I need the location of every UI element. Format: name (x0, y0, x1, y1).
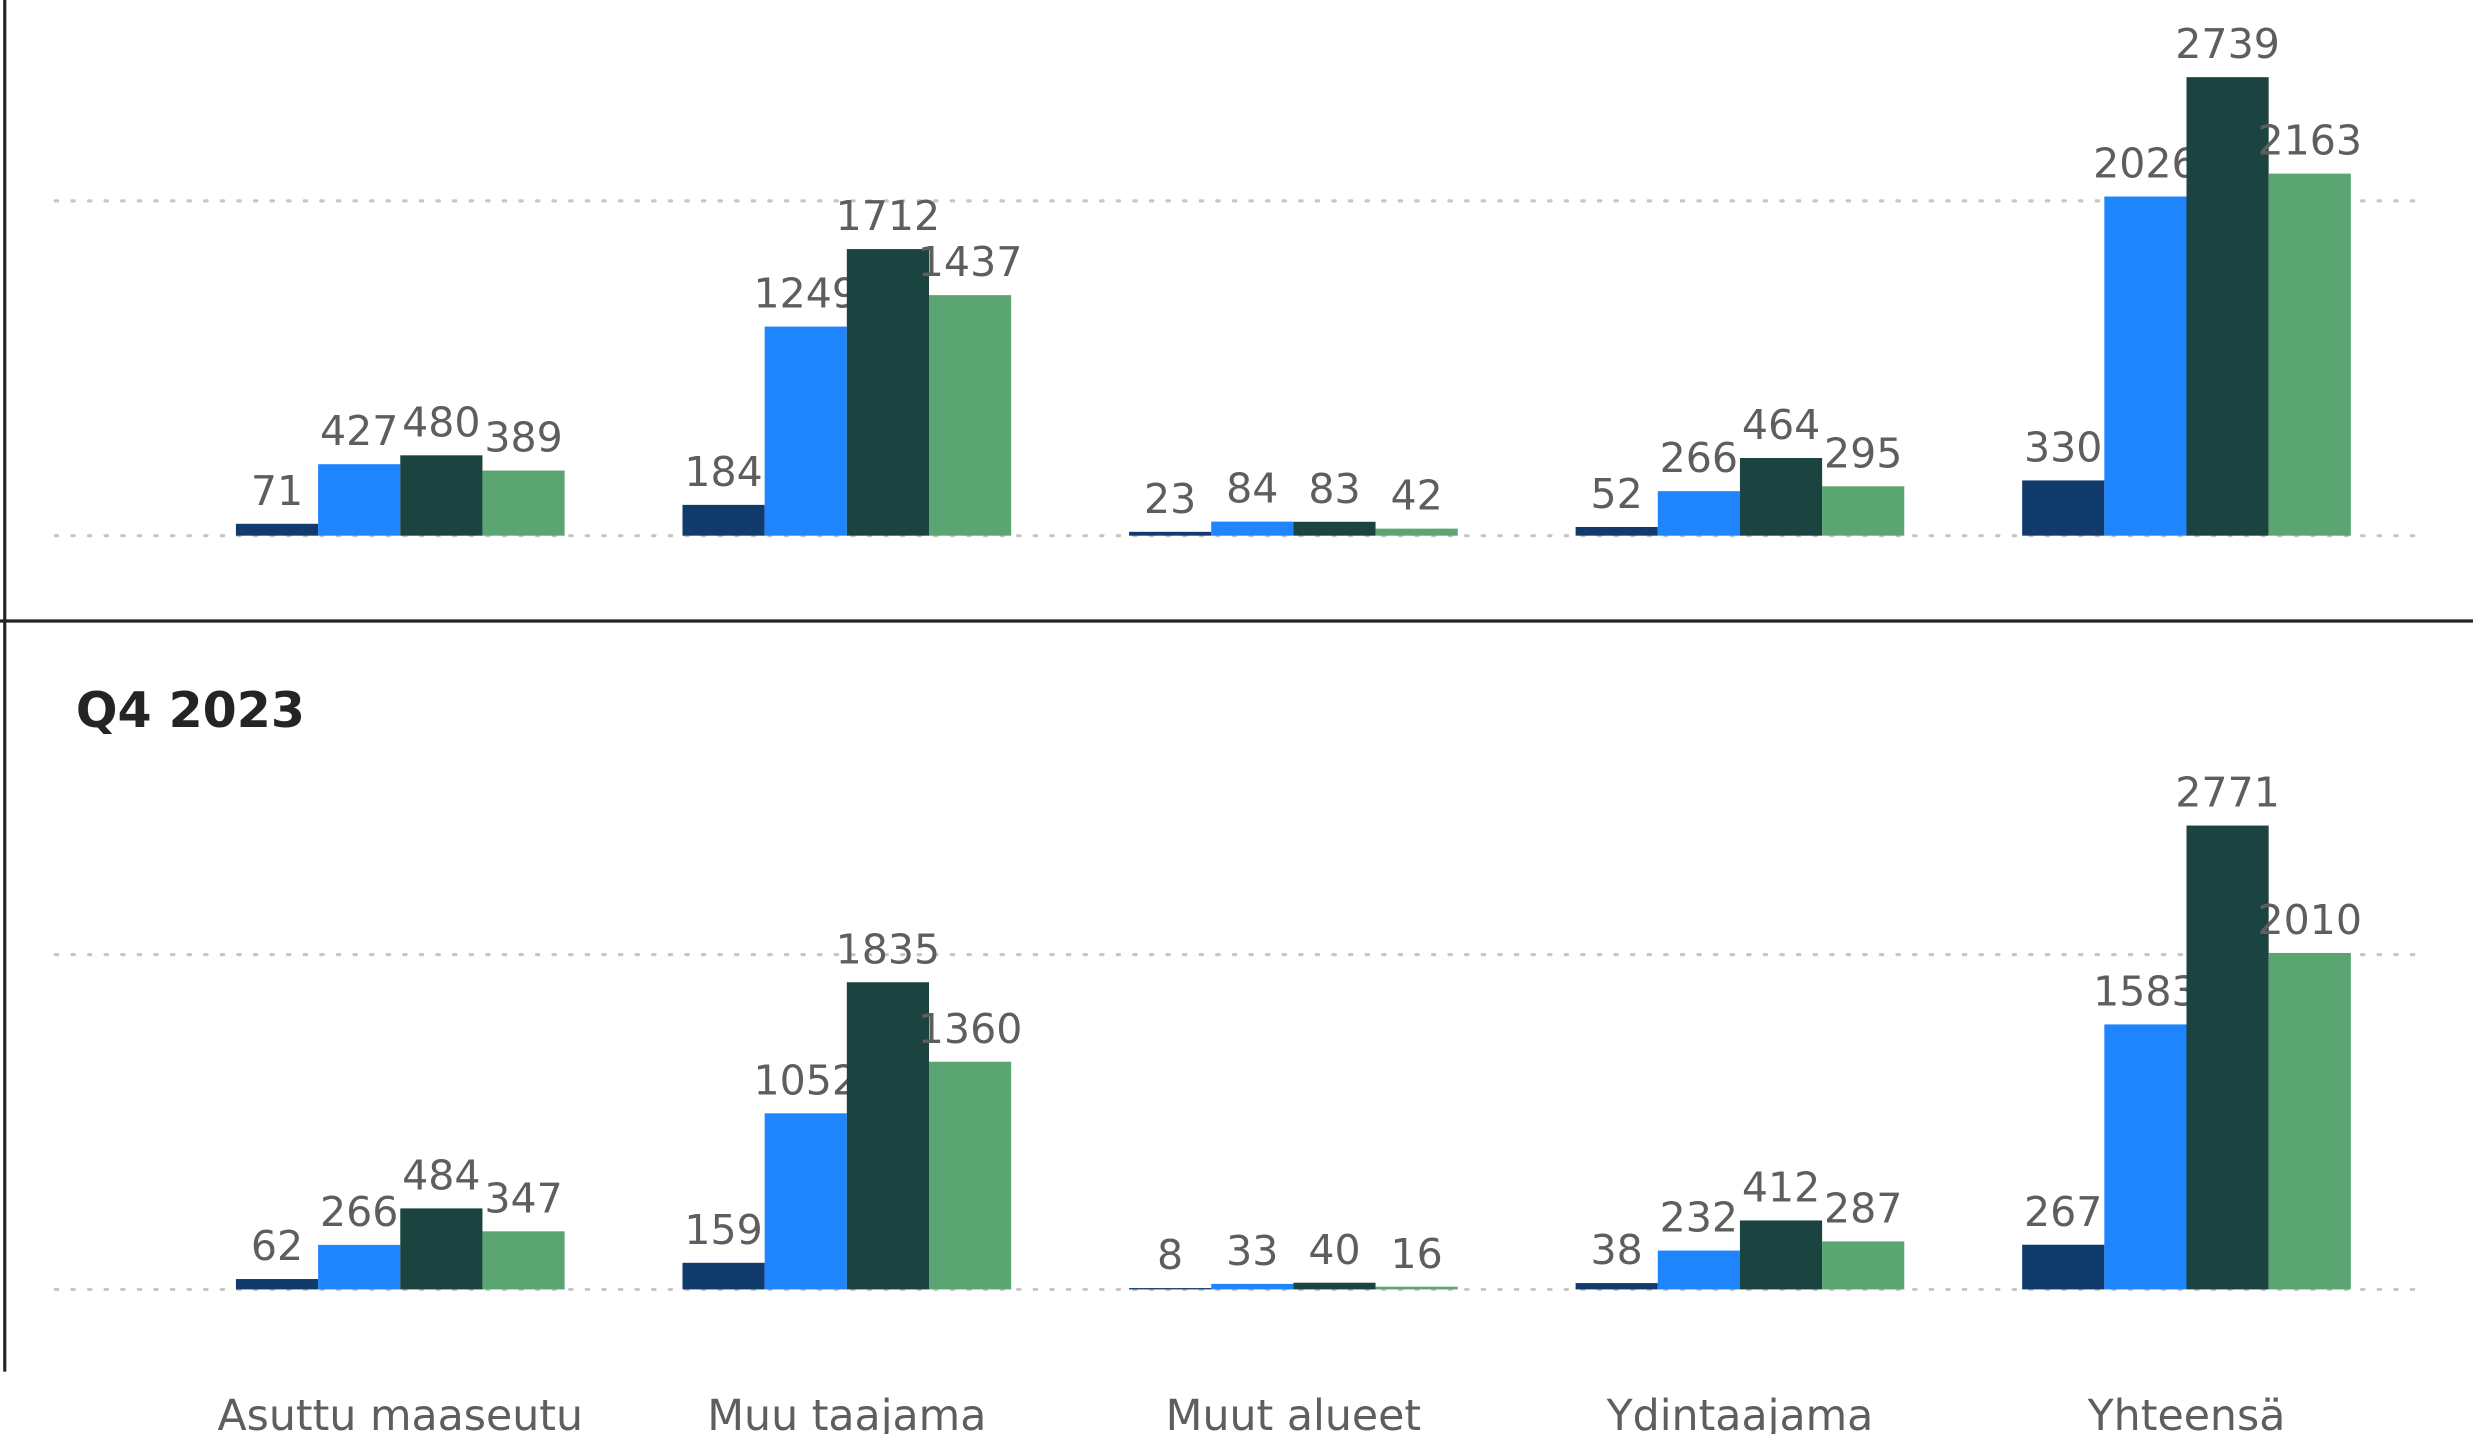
data-label: 40 (1308, 1226, 1360, 1274)
data-label: 480 (402, 398, 480, 446)
bar (764, 1113, 847, 1290)
data-label: 42 (1390, 472, 1442, 520)
bar (2186, 77, 2269, 536)
bar (928, 295, 1012, 536)
bar (318, 464, 401, 536)
bar (2268, 173, 2351, 536)
data-label: 232 (1660, 1194, 1738, 1242)
bar (1375, 528, 1458, 536)
bar (682, 1262, 765, 1290)
data-label: 159 (684, 1206, 762, 1254)
data-label: 464 (1742, 401, 1820, 449)
data-label: 412 (1742, 1163, 1820, 1211)
bar (1129, 1288, 1212, 1290)
bar (2268, 952, 2351, 1290)
bar (846, 249, 929, 536)
data-label: 2739 (2175, 20, 2280, 68)
data-label: 184 (684, 448, 762, 496)
data-label: 389 (484, 414, 562, 462)
data-label: 84 (1226, 465, 1278, 513)
data-label: 23 (1144, 475, 1196, 523)
data-label: 287 (1824, 1184, 1902, 1232)
data-label: 1437 (918, 238, 1023, 286)
bar (482, 1231, 565, 1290)
data-label: 330 (2024, 423, 2102, 471)
data-label: 62 (251, 1222, 303, 1270)
data-label: 8 (1157, 1231, 1183, 1279)
data-label: 71 (251, 467, 303, 515)
bar (928, 1061, 1012, 1290)
x-tick-label: Muut alueet (1166, 1391, 1421, 1434)
bar (682, 504, 765, 536)
chart-title: Q4 2023 (76, 682, 305, 739)
data-label: 38 (1591, 1226, 1643, 1274)
data-label: 266 (1660, 434, 1738, 482)
x-tick-label: Ydintaajama (1606, 1391, 1874, 1434)
bar (1293, 1282, 1376, 1290)
bar (400, 1208, 483, 1290)
data-label: 52 (1591, 470, 1643, 518)
bar (1293, 521, 1376, 536)
bar (1211, 521, 1294, 536)
bar (2104, 196, 2187, 536)
data-label: 2771 (2175, 769, 2280, 817)
data-label: 1583 (2093, 967, 2198, 1015)
bar (318, 1244, 401, 1290)
data-label: 2026 (2093, 140, 2198, 188)
bar (2104, 1024, 2187, 1290)
bar (1739, 458, 1823, 536)
data-label: 1360 (918, 1005, 1023, 1053)
x-tick-label: Asuttu maaseutu (217, 1391, 583, 1434)
bar (1211, 1283, 1294, 1290)
data-label: 347 (484, 1174, 562, 1222)
bar (400, 455, 483, 536)
bar (1575, 526, 1658, 536)
bar (1375, 1286, 1458, 1290)
data-label: 33 (1226, 1227, 1278, 1275)
bar (846, 982, 929, 1290)
data-label: 267 (2024, 1188, 2102, 1236)
bar (1657, 491, 1740, 536)
bar (1739, 1220, 1823, 1290)
bar (2022, 480, 2105, 536)
data-label: 1052 (753, 1056, 858, 1104)
bar (1822, 1241, 1905, 1290)
data-label: 295 (1824, 429, 1902, 477)
bar (1822, 486, 1905, 536)
data-label: 266 (320, 1188, 398, 1236)
data-label: 16 (1390, 1230, 1442, 1278)
bar (235, 1279, 319, 1290)
bar (1657, 1250, 1740, 1290)
data-label: 1712 (836, 192, 941, 240)
bar (1575, 1283, 1658, 1290)
bar (482, 470, 565, 536)
data-label: 484 (402, 1151, 480, 1199)
bar (1129, 531, 1212, 536)
data-label: 2010 (2257, 896, 2362, 944)
data-label: 427 (320, 407, 398, 455)
data-label: 1249 (753, 270, 858, 318)
x-tick-label: Yhteensä (2087, 1391, 2286, 1434)
bar (2022, 1244, 2105, 1290)
x-tick-label: Muu taajama (707, 1391, 986, 1434)
data-label: 83 (1308, 465, 1360, 513)
bar (764, 326, 847, 536)
data-label: 1835 (836, 925, 941, 973)
data-label: 2163 (2257, 117, 2362, 165)
bar (2186, 825, 2269, 1290)
bar (235, 523, 319, 536)
